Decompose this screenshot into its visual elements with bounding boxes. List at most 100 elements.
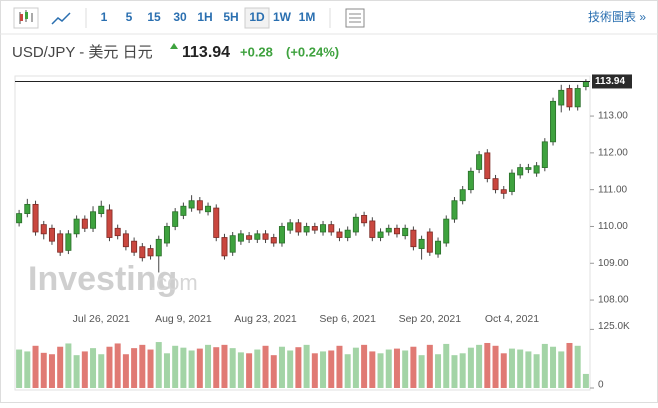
- volume-bar: [32, 345, 39, 388]
- y-tick-label: 113.00: [598, 111, 628, 122]
- candle-body: [328, 224, 335, 233]
- candle-body: [492, 178, 499, 191]
- candle-body: [443, 218, 450, 244]
- candle-body: [525, 167, 532, 170]
- toolbar: 1 5 15 30 1H 5H 1D 1W 1M 技術圖表 »: [13, 7, 646, 29]
- interval-button[interactable]: 5: [126, 10, 133, 24]
- volume-bar: [155, 342, 162, 388]
- volume-bar: [213, 347, 220, 388]
- volume-bar: [122, 354, 129, 388]
- candle-body: [98, 205, 105, 214]
- volume-bar: [517, 349, 524, 388]
- line-icon[interactable]: [51, 12, 71, 25]
- candle-body: [90, 211, 97, 229]
- interval-button[interactable]: 1: [101, 10, 108, 24]
- candle-body: [361, 215, 368, 224]
- volume-bar: [467, 347, 474, 388]
- volume-bar: [402, 350, 409, 388]
- volume-bar: [443, 343, 450, 388]
- candle-body: [122, 233, 129, 248]
- volume-bar: [24, 351, 31, 388]
- volume-bar: [147, 349, 154, 388]
- volume-bar: [525, 351, 532, 388]
- volume-bar: [435, 354, 442, 388]
- volume-bar: [558, 351, 565, 388]
- candle-body: [287, 222, 294, 231]
- volume-bar: [533, 354, 540, 388]
- candle-body: [114, 227, 121, 237]
- volume-bar: [188, 350, 195, 388]
- candle-body: [484, 152, 491, 180]
- interval-button[interactable]: 30: [173, 10, 187, 24]
- candle-body: [541, 141, 548, 168]
- volume-bar: [377, 353, 384, 388]
- candle-body: [32, 203, 39, 233]
- volume-bar: [336, 345, 343, 388]
- candle-body: [16, 213, 23, 224]
- volume-bar: [196, 348, 203, 388]
- candle-body: [336, 231, 343, 238]
- candle-body: [254, 233, 261, 240]
- candle-body: [418, 238, 425, 249]
- candle-body: [188, 200, 195, 209]
- volume-tick-label: 125.0K: [598, 321, 630, 332]
- volume-bar: [229, 348, 236, 388]
- candle-body: [65, 233, 72, 251]
- candle-body: [344, 229, 351, 238]
- volume-bar: [328, 350, 335, 388]
- plot-frame: [14, 75, 591, 391]
- volume-bar: [344, 354, 351, 388]
- volume-bar: [65, 343, 72, 388]
- candle-body: [262, 233, 269, 240]
- volume-bar: [48, 354, 55, 388]
- volume-bar: [541, 343, 548, 388]
- x-tick-label: Sep 20, 2021: [399, 313, 462, 325]
- candle-body: [163, 226, 170, 244]
- candle-body: [582, 81, 589, 88]
- volume-bar: [163, 353, 170, 388]
- candle-glyph: [25, 12, 28, 19]
- volume-bar: [90, 348, 97, 388]
- interval-button[interactable]: 1H: [197, 10, 212, 24]
- candle-body: [139, 246, 146, 259]
- volume-bar: [385, 349, 392, 388]
- watermark: .com: [150, 270, 198, 295]
- volume-bar: [81, 351, 88, 388]
- candle-body: [517, 167, 524, 176]
- interval-button[interactable]: 1D: [249, 10, 265, 24]
- candle-body: [246, 235, 253, 240]
- volume-bar: [426, 344, 433, 388]
- volume-bar: [320, 351, 327, 388]
- volume-bar: [508, 348, 515, 388]
- volume-bar: [139, 344, 146, 388]
- volume-bar: [254, 349, 261, 388]
- volume-bar: [246, 353, 253, 388]
- candle-body: [320, 224, 327, 233]
- volume-bar: [40, 352, 47, 388]
- y-tick-label: 112.00: [598, 148, 628, 159]
- last-price: 113.94: [182, 44, 230, 61]
- watermark: Investing: [28, 260, 177, 298]
- y-tick-label: 110.00: [598, 221, 628, 232]
- interval-button[interactable]: 1W: [273, 10, 292, 24]
- volume-bar: [16, 349, 23, 388]
- volume-bar: [131, 348, 138, 388]
- interval-button[interactable]: 1M: [299, 10, 316, 24]
- advanced-chart-link[interactable]: 技術圖表 »: [588, 10, 646, 24]
- volume-bar: [361, 344, 368, 388]
- candle-body: [533, 165, 540, 174]
- interval-button[interactable]: 15: [147, 10, 161, 24]
- volume-bar: [237, 352, 244, 388]
- y-tick-label: 108.00: [598, 295, 629, 306]
- candle-body: [476, 154, 483, 170]
- candle-body: [435, 240, 442, 255]
- interval-button[interactable]: 5H: [223, 10, 238, 24]
- candle-body: [221, 237, 228, 257]
- change: +0.28: [240, 44, 273, 59]
- change-percent: (+0.24%): [286, 44, 339, 59]
- volume-bar: [287, 350, 294, 388]
- candle-body: [57, 233, 64, 253]
- volume-bar: [57, 346, 64, 388]
- volume-bar: [180, 347, 187, 388]
